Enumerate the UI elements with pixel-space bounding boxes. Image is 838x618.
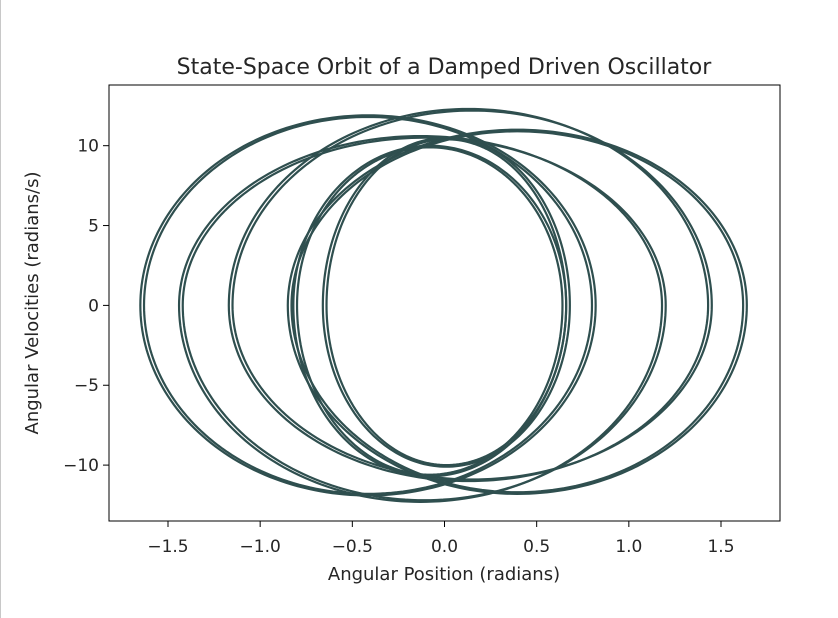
orbit-loop — [286, 128, 748, 495]
x-tick-label: 1.5 — [707, 537, 734, 557]
y-axis-label: Angular Velocities (radians/s) — [22, 171, 43, 434]
orbit-loop — [325, 138, 568, 467]
x-axis-ticks: −1.5 −1.0 −0.5 0.0 0.5 1.0 1.5 — [147, 521, 735, 557]
y-tick-label: 0 — [88, 296, 99, 316]
x-tick-label: 0.0 — [431, 537, 458, 557]
x-tick-label: −0.5 — [332, 537, 373, 557]
orbit-loop — [231, 109, 713, 481]
x-tick-label: 1.0 — [615, 537, 642, 557]
y-tick-label: 5 — [88, 217, 99, 237]
orbit-loop — [321, 136, 571, 468]
x-axis-label: Angular Position (radians) — [328, 564, 560, 585]
y-tick-label: −5 — [74, 376, 99, 396]
plot-area-frame — [108, 84, 781, 522]
orbit-loop — [292, 144, 568, 478]
x-tick-label: 0.5 — [523, 537, 550, 557]
x-tick-label: −1.5 — [147, 537, 188, 557]
chart-title: State-Space Orbit of a Damped Driven Osc… — [177, 55, 713, 80]
x-tick-label: −1.0 — [240, 537, 281, 557]
orbit-loop — [227, 107, 710, 483]
y-tick-label: 10 — [77, 137, 99, 157]
y-axis-ticks: 10 5 0 −5 −10 — [63, 137, 109, 476]
left-border — [0, 0, 1, 618]
orbit-loop — [142, 115, 594, 495]
orbit-loop — [290, 130, 745, 494]
orbit-curves — [139, 107, 748, 503]
y-tick-label: −10 — [63, 456, 99, 476]
orbit-loop — [181, 136, 667, 502]
